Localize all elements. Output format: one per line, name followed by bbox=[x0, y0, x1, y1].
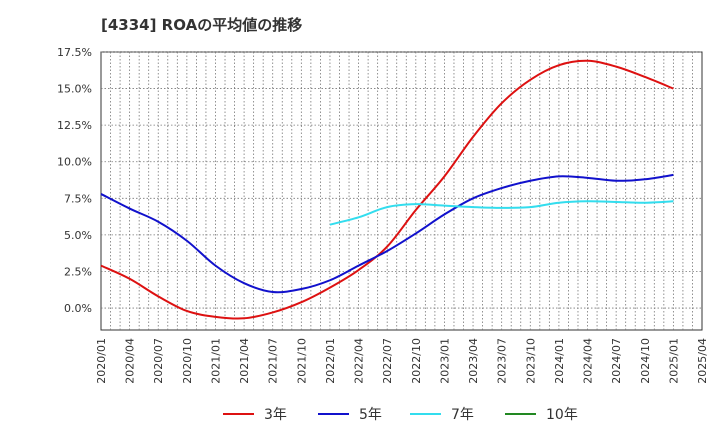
y-tick-label: 7.5% bbox=[64, 192, 92, 205]
y-tick-label: 15.0% bbox=[57, 83, 92, 96]
x-tick-label: 2023/01 bbox=[438, 338, 451, 384]
y-tick-label: 17.5% bbox=[57, 46, 92, 59]
x-tick-label: 2020/07 bbox=[152, 338, 165, 384]
legend-label: 10年 bbox=[546, 407, 578, 423]
plot-area bbox=[100, 51, 703, 331]
x-tick-label: 2020/10 bbox=[181, 338, 194, 384]
x-tick-label: 2024/04 bbox=[582, 338, 595, 384]
x-tick-label: 2021/10 bbox=[295, 338, 308, 384]
x-tick-label: 2021/07 bbox=[267, 338, 280, 384]
legend-label: 7年 bbox=[451, 407, 474, 423]
x-axis: 2020/01 2020/04 2020/07 2020/10 2021/01 2021/… bbox=[95, 338, 709, 384]
y-tick-label: 5.0% bbox=[64, 229, 92, 242]
series-lines bbox=[100, 59, 674, 320]
x-tick-label: 2022/07 bbox=[381, 338, 394, 384]
x-tick-label: 2024/01 bbox=[553, 338, 566, 384]
x-tick-label: 2024/07 bbox=[610, 338, 623, 384]
chart-title: [4334] ROAの平均値の推移 bbox=[101, 16, 302, 34]
x-tick-label: 2022/04 bbox=[353, 338, 366, 384]
legend: 3年 5年 7年 10年 bbox=[223, 407, 578, 423]
y-tick-label: 2.5% bbox=[64, 265, 92, 278]
x-tick-label: 2020/04 bbox=[124, 338, 137, 384]
y-tick-label: 12.5% bbox=[57, 119, 92, 132]
x-tick-label: 2021/04 bbox=[238, 338, 251, 384]
series-line-1 bbox=[100, 59, 674, 320]
legend-label: 3年 bbox=[264, 407, 287, 423]
x-tick-label: 2024/10 bbox=[639, 338, 652, 384]
y-axis: 0.0% 2.5% 5.0% 7.5% 10.0% 12.5% 15.0% 17.5% bbox=[57, 46, 92, 315]
x-tick-label: 2020/01 bbox=[95, 338, 108, 384]
series-line-2 bbox=[100, 173, 674, 294]
legend-label: 5年 bbox=[359, 407, 382, 423]
x-tick-label: 2025/01 bbox=[667, 338, 680, 384]
x-tick-label: 2022/10 bbox=[410, 338, 423, 384]
grid-lines bbox=[101, 51, 702, 330]
x-tick-label: 2023/10 bbox=[524, 338, 537, 384]
x-tick-label: 2022/01 bbox=[324, 338, 337, 384]
y-tick-label: 0.0% bbox=[64, 302, 92, 315]
x-tick-label: 2021/01 bbox=[209, 338, 222, 384]
y-tick-label: 10.0% bbox=[57, 156, 92, 169]
series-line-3 bbox=[329, 200, 674, 226]
x-tick-label: 2025/04 bbox=[696, 338, 709, 384]
x-tick-label: 2023/07 bbox=[496, 338, 509, 384]
x-tick-label: 2023/04 bbox=[467, 338, 480, 384]
